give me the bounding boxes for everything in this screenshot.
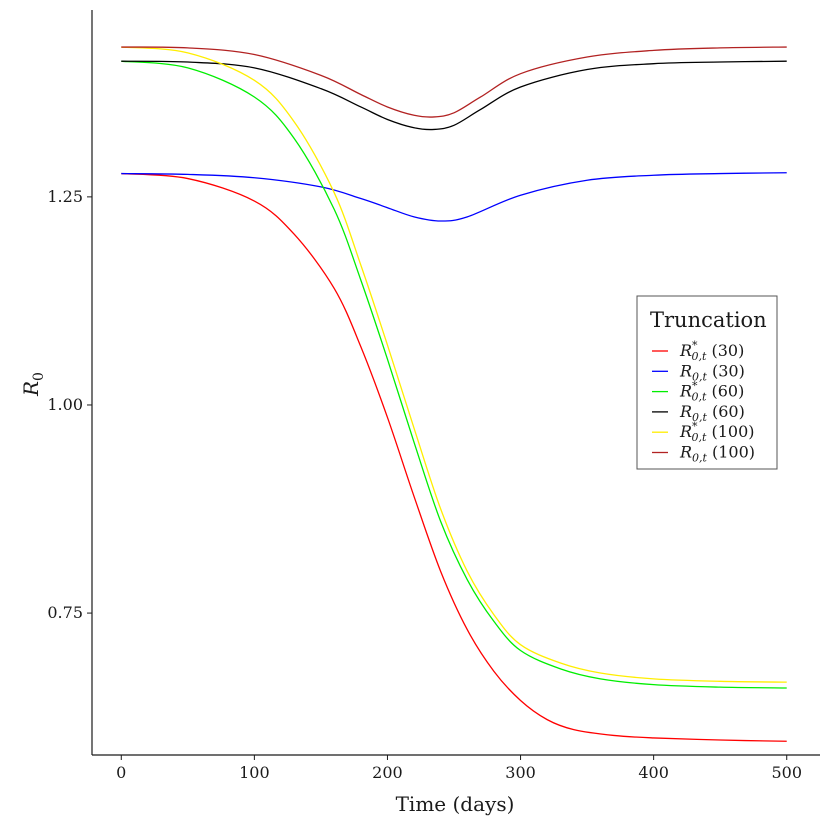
x-tick-label: 300 xyxy=(505,763,536,782)
series-line-4 xyxy=(121,60,787,131)
y-axis-ticks: 0.75 1.00 1.25 xyxy=(47,187,92,622)
y-tick-label: 1.00 xyxy=(47,395,83,414)
series-line-2 xyxy=(121,172,787,222)
series-line-1 xyxy=(121,172,787,742)
plot-lines xyxy=(121,46,787,742)
x-axis-title: Time (days) xyxy=(396,792,515,816)
legend: Truncation R* 0,t (30)R0,t (30)R* 0,t (60)R0,… xyxy=(636,295,778,470)
legend-entries: R* 0,t (30)R0,t (30)R* 0,t (60)R0,t (60)R* 0,t(… xyxy=(652,339,755,465)
x-tick-label: 500 xyxy=(771,763,802,782)
legend-label: R0,t (60) xyxy=(679,402,745,424)
legend-label: R0,t (30) xyxy=(679,361,745,383)
y-tick-label: 0.75 xyxy=(47,603,83,622)
legend-label: R* 0,t (100) xyxy=(679,420,755,444)
x-tick-label: 200 xyxy=(372,763,403,782)
y-axis-title: R0 xyxy=(19,372,47,397)
legend-label: R0,t (100) xyxy=(679,443,755,465)
x-tick-label: 400 xyxy=(638,763,669,782)
x-axis-ticks: 0 100 200 300 400 500 xyxy=(116,755,802,782)
y-tick-label: 1.25 xyxy=(47,187,83,206)
x-tick-label: 100 xyxy=(239,763,270,782)
legend-label: R* 0,t (30) xyxy=(679,339,744,363)
legend-title: Truncation xyxy=(650,308,767,332)
series-line-6 xyxy=(121,46,787,118)
series-line-3 xyxy=(121,60,787,689)
legend-label: R* 0,t (60) xyxy=(679,380,744,404)
legend-box xyxy=(636,295,778,470)
series-line-5 xyxy=(121,46,787,683)
x-tick-label: 0 xyxy=(116,763,126,782)
